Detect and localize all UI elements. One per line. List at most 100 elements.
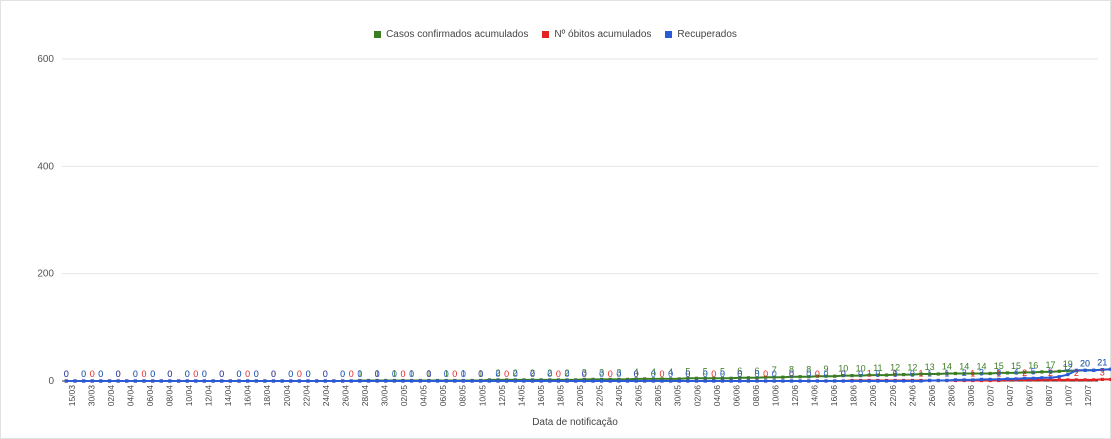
data-label: 0 — [668, 369, 673, 379]
series-point — [228, 379, 232, 383]
series-point — [971, 378, 975, 382]
data-label: 0 — [608, 369, 613, 379]
data-label: 1 — [478, 369, 483, 379]
series-point — [979, 371, 984, 376]
chart-legend[interactable]: Casos confirmados acumulados Nº óbitos a… — [0, 29, 1111, 40]
series-point — [237, 379, 241, 383]
series-point — [919, 372, 923, 376]
data-label: 0 — [219, 369, 224, 379]
series-point — [1066, 369, 1070, 373]
series-point — [1048, 378, 1053, 382]
data-label: 3 — [582, 367, 587, 377]
series-point — [401, 379, 405, 383]
x-tick-label: 24/04 — [321, 385, 331, 407]
data-label: 0 — [185, 369, 190, 379]
data-label: 0 — [64, 369, 69, 379]
data-label: 1 — [375, 369, 380, 379]
series-point — [694, 379, 699, 383]
series-point — [772, 379, 776, 383]
x-tick-label: 26/06 — [927, 385, 937, 407]
series-point — [1048, 376, 1053, 380]
x-tick-label: 08/06 — [751, 385, 761, 407]
series-point — [928, 378, 932, 383]
data-label: 0 — [763, 369, 768, 379]
data-label: 0 — [634, 369, 639, 379]
x-tick-label: 22/04 — [301, 385, 311, 407]
data-label: 0 — [823, 369, 828, 379]
series-point — [211, 379, 215, 383]
series-point — [746, 376, 750, 380]
series-point — [142, 379, 146, 383]
x-tick-label: 24/05 — [614, 385, 624, 407]
series-point — [764, 375, 768, 379]
x-tick-label: 20/06 — [868, 385, 878, 407]
series-point — [125, 379, 129, 383]
x-tick-label: 18/04 — [262, 385, 272, 407]
data-label: 0 — [875, 369, 880, 379]
x-tick-label: 14/05 — [516, 385, 526, 407]
data-label: 0 — [495, 369, 500, 379]
series-point — [764, 379, 768, 383]
series-point — [574, 379, 578, 383]
y-tick-label: 200 — [37, 269, 54, 280]
series-point — [634, 377, 638, 381]
data-label: 0 — [547, 369, 552, 379]
data-label: 8 — [806, 365, 811, 375]
legend-item-recovered[interactable]: Recuperados — [665, 29, 737, 40]
data-label: 0 — [323, 369, 328, 379]
series-point — [539, 379, 543, 383]
series-point — [712, 379, 716, 383]
series-point — [910, 379, 914, 383]
data-label: 21 — [1097, 358, 1107, 368]
data-label: 1 — [444, 369, 449, 379]
series-point — [815, 379, 819, 383]
data-label: 0 — [340, 369, 345, 379]
data-label: 12 — [890, 363, 900, 373]
data-label: 4 — [651, 367, 656, 377]
x-tick-label: 04/05 — [419, 385, 429, 407]
data-label: 3 — [1100, 367, 1105, 377]
data-label: 0 — [858, 369, 863, 379]
series-point — [1083, 378, 1087, 382]
data-label: 0 — [634, 369, 639, 379]
series-point — [427, 379, 431, 383]
series-point — [159, 379, 163, 383]
data-label: 8 — [789, 365, 794, 375]
series-point — [565, 379, 569, 383]
x-tick-label: 15/03 — [67, 385, 77, 407]
series-point — [643, 377, 647, 381]
series-point — [634, 379, 638, 383]
data-label: 0 — [659, 369, 664, 379]
data-label: 0 — [582, 369, 587, 379]
data-label: 2 — [495, 368, 500, 378]
series-point — [798, 375, 802, 379]
series-point — [487, 379, 491, 383]
series-point — [1031, 370, 1035, 374]
x-tick-label: 12/05 — [497, 385, 507, 407]
x-axis: 15/03 30/03 02/04 04/04 06/04 08/04 10/04 12/04… — [67, 385, 1093, 407]
series-layer — [64, 367, 1111, 383]
data-label: 1 — [426, 369, 431, 379]
legend-item-confirmed[interactable]: Casos confirmados acumulados — [374, 29, 528, 40]
series-point — [876, 379, 880, 383]
data-label: 1 — [409, 369, 414, 379]
legend-item-deaths[interactable]: Nº óbitos acumulados — [542, 29, 651, 40]
data-label: 0 — [271, 369, 276, 379]
x-tick-label: 26/05 — [634, 385, 644, 407]
data-label: 1 — [867, 369, 872, 379]
series-point — [902, 373, 906, 377]
series-point — [720, 376, 725, 380]
series-point — [850, 374, 854, 378]
data-label: 3 — [996, 367, 1001, 377]
data-label: 0 — [245, 369, 250, 379]
data-label: 0 — [737, 369, 742, 379]
data-label: 14 — [976, 362, 986, 372]
series-point — [988, 377, 992, 381]
data-label: 14 — [959, 362, 969, 372]
x-tick-label: 26/04 — [340, 385, 350, 407]
data-label: 0 — [616, 369, 621, 379]
data-label: 0 — [349, 369, 354, 379]
data-label: 0 — [789, 369, 794, 379]
x-tick-label: 22/05 — [595, 385, 605, 407]
